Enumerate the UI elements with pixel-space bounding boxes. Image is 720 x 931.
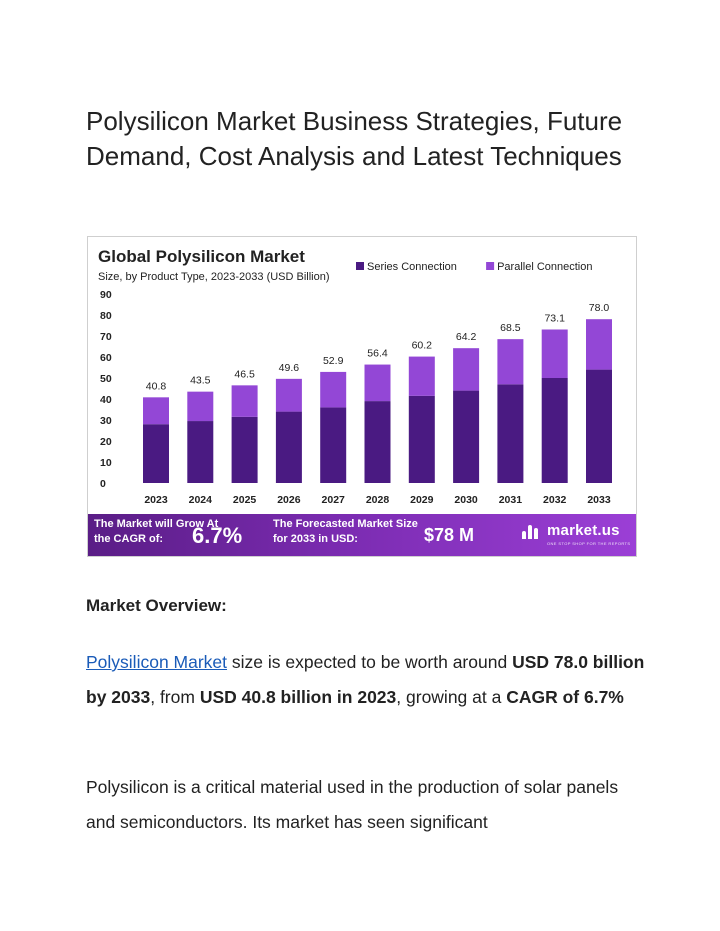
chart-title: Global Polysilicon Market	[98, 247, 305, 266]
bar-series-2023	[143, 424, 169, 483]
banner-forecast-value: $78 M	[424, 525, 475, 545]
y-tick-label: 90	[100, 289, 112, 301]
bar-parallel-2032	[541, 329, 568, 378]
para-bold-3: CAGR of 6.7%	[506, 686, 624, 707]
bar-total-label: 43.5	[190, 375, 211, 387]
para-text-3: , growing at a	[396, 686, 507, 707]
bar-total-label: 49.6	[279, 362, 300, 374]
bar-parallel-2029	[408, 356, 435, 396]
bar-total-label: 64.2	[456, 331, 477, 343]
bar-total-label: 68.5	[500, 322, 521, 334]
bar-series-2028	[364, 401, 391, 483]
x-tick-label: 2026	[277, 494, 301, 506]
bar-parallel-2024	[187, 391, 214, 422]
bar-parallel-2031	[497, 339, 524, 385]
bar-series-2033	[586, 369, 612, 483]
bar-total-label: 56.4	[367, 348, 388, 360]
banner-forecast-text: The Forecasted Market Size for 2033 in U…	[273, 518, 418, 545]
bar-series-2031	[497, 384, 524, 483]
section-heading: Market Overview:	[86, 596, 227, 615]
bar-parallel-2028	[364, 364, 391, 402]
x-tick-label: 2033	[587, 494, 611, 506]
bar-parallel-2023	[143, 397, 169, 425]
bar-total-label: 46.5	[234, 368, 255, 380]
x-tick-label: 2031	[499, 494, 523, 506]
market-infographic: Global Polysilicon Market Size, by Produc…	[87, 236, 637, 557]
y-tick-label: 20	[100, 436, 112, 448]
banner-grow-text: The Market will Grow At the CAGR of:	[94, 518, 219, 545]
y-tick-label: 80	[100, 310, 112, 322]
y-tick-label: 60	[100, 352, 112, 364]
bar-series-2027	[320, 407, 347, 483]
bar-series-2026	[275, 411, 302, 483]
x-tick-label: 2028	[366, 494, 390, 506]
banner-cagr-value: 6.7%	[192, 523, 243, 548]
bar-parallel-2033	[586, 319, 612, 370]
bar-series-2032	[541, 378, 568, 483]
para-text-2: , from	[150, 686, 200, 707]
bar-total-label: 40.8	[146, 380, 167, 392]
market-us-logo: market.us ONE STOP SHOP FOR THE REPORTS	[522, 522, 630, 546]
logo-tagline: ONE STOP SHOP FOR THE REPORTS	[547, 541, 631, 546]
x-tick-label: 2023	[144, 494, 168, 506]
legend-swatch-0	[356, 262, 364, 270]
x-tick-label: 2032	[543, 494, 567, 506]
bar-series-2024	[187, 421, 214, 483]
para-bold-1: USD 78.0 billion by 2033	[86, 652, 645, 707]
x-tick-label: 2027	[322, 494, 346, 506]
bar-series-2030	[453, 390, 480, 483]
y-tick-label: 10	[100, 457, 112, 469]
x-tick-label: 2025	[233, 494, 257, 506]
bar-total-label: 52.9	[323, 355, 344, 367]
bars-logo-icon	[522, 523, 542, 539]
x-tick-label: 2029	[410, 494, 434, 506]
x-tick-label: 2030	[454, 494, 478, 506]
bar-total-label: 60.2	[412, 340, 433, 352]
legend-swatch-1	[486, 262, 495, 270]
polysilicon-market-link[interactable]: Polysilicon Market	[86, 652, 228, 672]
y-tick-label: 0	[100, 478, 106, 490]
x-tick-label: 2024	[189, 494, 213, 506]
bar-total-label: 73.1	[544, 312, 565, 324]
chart-subtitle: Size, by Product Type, 2023-2033 (USD Bi…	[98, 271, 330, 283]
bar-parallel-2026	[275, 378, 302, 412]
y-tick-label: 40	[100, 394, 112, 406]
bar-parallel-2025	[231, 385, 258, 417]
y-tick-label: 70	[100, 331, 112, 343]
bar-series-2025	[231, 416, 258, 483]
y-tick-label: 30	[100, 415, 112, 427]
description-paragraph: Polysilicon is a critical material used …	[86, 777, 619, 832]
bar-parallel-2027	[320, 371, 347, 408]
legend-label-1: Parallel Connection	[497, 261, 592, 273]
logo-text: market.us	[547, 522, 620, 539]
para-bold-2: USD 40.8 billion in 2023	[199, 686, 397, 707]
overview-paragraph: Polysilicon Market size is expected to b…	[86, 645, 646, 714]
legend-label-0: Series Connection	[367, 261, 457, 273]
bar-total-label: 78.0	[589, 302, 610, 314]
bar-series-2029	[408, 395, 435, 483]
y-tick-label: 50	[100, 373, 112, 385]
bar-parallel-2030	[453, 348, 480, 391]
para-text-1: size is expected to be worth around	[227, 652, 513, 672]
bar-chart: Global Polysilicon Market Size, by Produc…	[98, 247, 612, 506]
infographic-banner: The Market will Grow At the CAGR of: 6.7…	[88, 514, 636, 556]
document-title: Polysilicon Market Business Strategies, …	[86, 106, 623, 171]
